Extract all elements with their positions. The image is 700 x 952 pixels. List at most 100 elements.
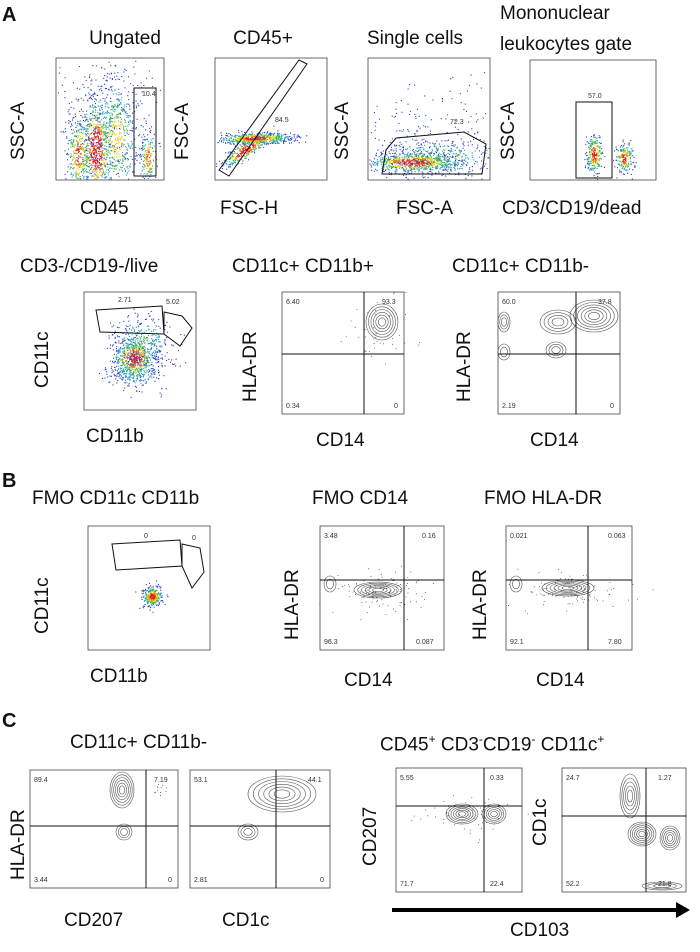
event-dot (230, 135, 232, 137)
event-dot (98, 113, 100, 115)
event-dot (461, 155, 463, 157)
event-dot (593, 135, 595, 137)
event-dot (99, 121, 101, 123)
event-dot (594, 150, 596, 152)
event-dot (596, 147, 598, 149)
event-dot (590, 162, 592, 164)
event-dot (122, 170, 124, 172)
event-dot (484, 165, 486, 167)
event-dot (379, 159, 381, 161)
event-dot (598, 158, 600, 160)
event-dot (135, 146, 137, 148)
event-dot (151, 171, 153, 173)
event-dot (590, 145, 592, 147)
event-dot (592, 141, 594, 143)
event-dot (254, 135, 256, 137)
event-dot (108, 61, 110, 63)
event-dot (132, 365, 134, 367)
event-dot (125, 366, 127, 368)
event-dot (130, 349, 132, 351)
event-dot (464, 149, 466, 151)
event-dot (597, 162, 599, 164)
event-dot (251, 151, 253, 153)
event-dot (143, 370, 145, 372)
event-dot (132, 102, 134, 104)
event-dot (129, 130, 131, 132)
event-dot (464, 154, 466, 156)
event-dot (124, 364, 126, 366)
event-dot (105, 169, 107, 171)
event-dot (407, 155, 409, 157)
event-dot (389, 141, 391, 143)
event-dot (594, 148, 596, 150)
event-dot (390, 158, 392, 160)
event-dot (227, 142, 229, 144)
event-dot (396, 170, 398, 172)
event-dot (109, 344, 111, 346)
event-dot (632, 162, 634, 164)
event-dot (116, 370, 118, 372)
event-dot (99, 171, 101, 173)
event-dot (73, 160, 75, 162)
event-dot (297, 135, 299, 137)
event-dot (404, 166, 406, 168)
event-dot (417, 169, 419, 171)
event-dot (141, 361, 143, 363)
event-dot (242, 133, 244, 135)
event-dot (74, 172, 76, 174)
event-dot (103, 116, 105, 118)
event-dot (388, 171, 390, 173)
event-dot (280, 140, 282, 142)
event-dot (72, 159, 74, 161)
event-dot (94, 132, 96, 134)
event-dot (134, 163, 136, 165)
event-dot (617, 150, 619, 152)
event-dot (418, 157, 420, 159)
event-dot (129, 370, 131, 372)
event-dot (226, 160, 228, 162)
event-dot (122, 351, 124, 353)
event-dot (441, 140, 443, 142)
event-dot (90, 172, 92, 174)
event-dot (101, 124, 103, 126)
event-dot (409, 166, 411, 168)
event-dot (144, 144, 146, 146)
event-dot (70, 156, 72, 158)
event-dot (94, 152, 96, 154)
event-dot (281, 137, 283, 139)
event-dot (76, 130, 78, 132)
event-dot (275, 136, 277, 138)
plot-a5-dots (98, 308, 187, 398)
event-dot (407, 160, 409, 162)
event-dot (71, 125, 73, 127)
event-dot (129, 350, 131, 352)
event-dot (117, 98, 119, 100)
event-dot (121, 372, 123, 374)
event-dot (99, 144, 101, 146)
event-dot (247, 136, 249, 138)
event-dot (395, 102, 397, 104)
event-dot (125, 360, 127, 362)
event-dot (230, 162, 232, 164)
event-dot (262, 135, 264, 137)
event-dot (225, 139, 227, 141)
event-dot (590, 149, 592, 151)
event-dot (435, 147, 437, 149)
event-dot (232, 159, 234, 161)
event-dot (129, 357, 131, 359)
event-dot (458, 149, 460, 151)
event-dot (93, 134, 95, 136)
event-dot (617, 157, 619, 159)
event-dot (96, 136, 98, 138)
event-dot (80, 152, 82, 154)
event-dot (620, 155, 622, 157)
event-dot (394, 165, 396, 167)
event-dot (138, 354, 140, 356)
event-dot (95, 169, 97, 171)
event-dot (592, 161, 594, 163)
event-dot (113, 120, 115, 122)
event-dot (393, 159, 395, 161)
event-dot (71, 101, 73, 103)
event-dot (116, 139, 118, 141)
event-dot (278, 136, 280, 138)
